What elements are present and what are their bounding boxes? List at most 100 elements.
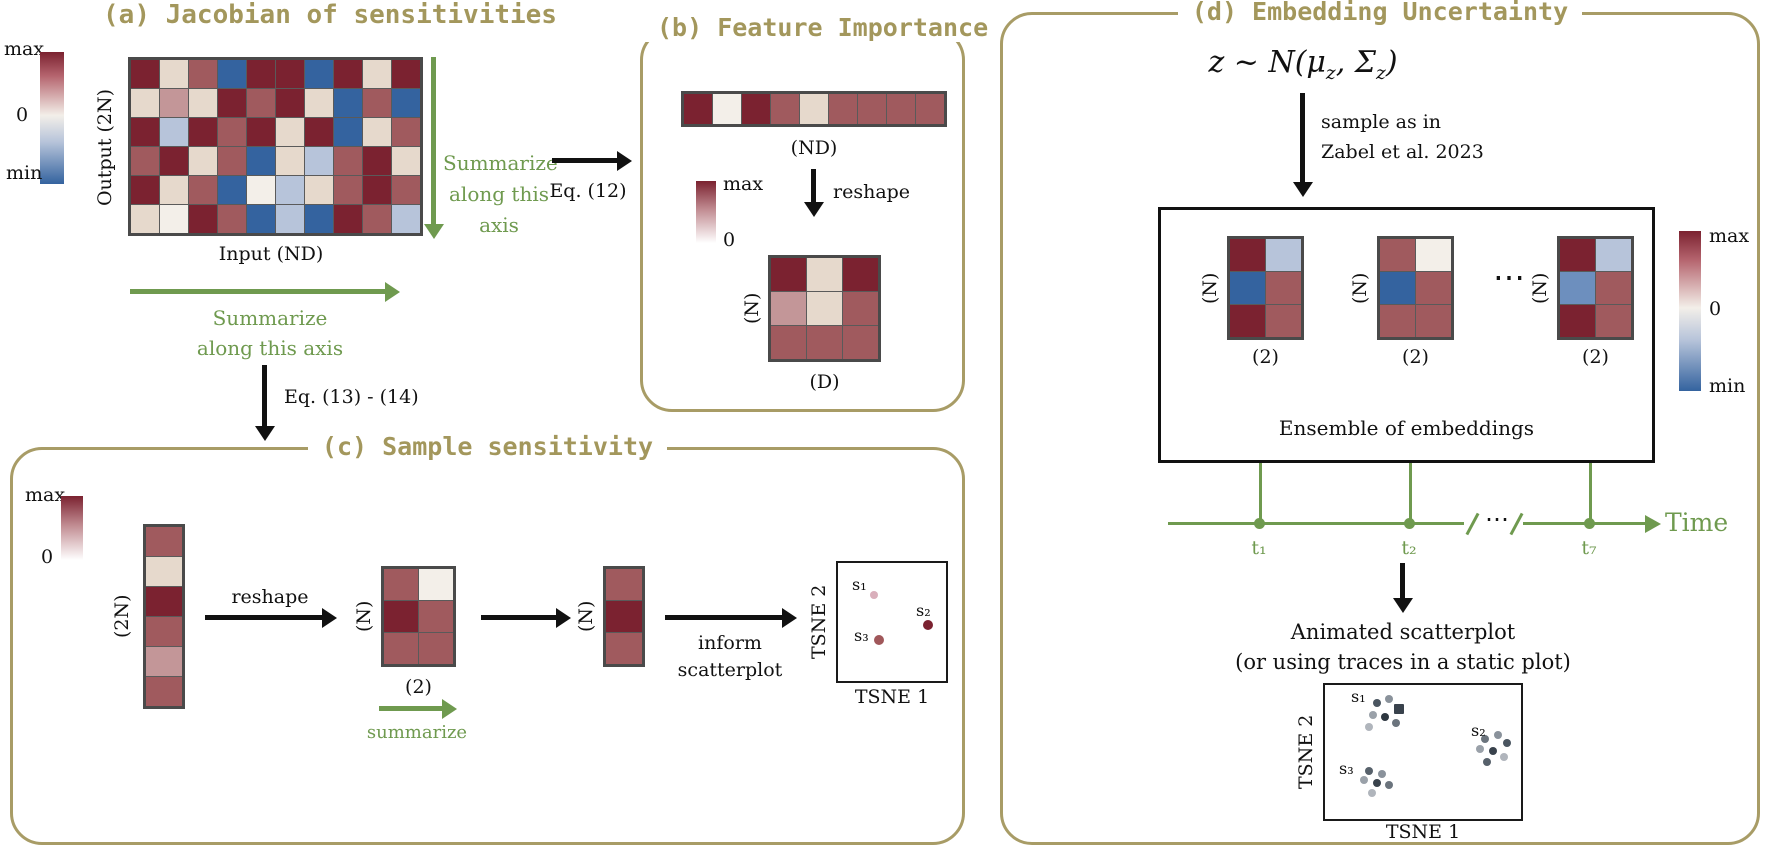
heatmap-cell: [131, 89, 159, 117]
heatmap-cell: [392, 89, 420, 117]
heatmap-cell: [1596, 239, 1631, 271]
timeline-ellipsis: ⋯: [1485, 505, 1509, 533]
heatmap-cell: [363, 89, 391, 117]
formula-part: ): [1385, 45, 1398, 80]
heatmap-cell: [334, 89, 362, 117]
heatmap-cell: [247, 147, 275, 175]
heatmap-cell: [1380, 272, 1415, 304]
two-axis-label: (2): [1582, 346, 1609, 368]
colorbar-a-gradient: [40, 52, 64, 184]
scatter-cluster-label: s₁: [1351, 687, 1366, 706]
heatmap-cell: [363, 118, 391, 146]
heatmap-cell: [131, 60, 159, 88]
heatmap-cell: [160, 176, 188, 204]
colorbar-c-max-label: max: [25, 484, 66, 506]
scatter-cluster-label: s₂: [1471, 721, 1486, 740]
heatmap-cell: [916, 94, 944, 124]
heatmap-cell: [392, 176, 420, 204]
tsne1-axis-label: TSNE 1: [854, 686, 930, 708]
heatmap-cell: [713, 94, 741, 124]
heatmap-cell: [606, 601, 642, 632]
scatter-point: [1476, 745, 1484, 753]
eq12-label: Eq. (12): [549, 180, 627, 202]
eq13-14-arrow-icon: [262, 365, 267, 427]
heatmap-cell: [419, 569, 453, 600]
reshape-label: reshape: [231, 586, 309, 608]
heatmap-cell: [146, 557, 182, 586]
2n-axis-label: (2N): [111, 594, 133, 639]
colorbar-d-min-label: min: [1709, 375, 1746, 397]
heatmap-cell: [189, 118, 217, 146]
heatmap-cell: [189, 89, 217, 117]
heatmap-cell: [131, 176, 159, 204]
embedding-grid-2: [1377, 236, 1454, 340]
heatmap-cell: [1230, 239, 1265, 271]
heatmap-cell: [305, 118, 333, 146]
heatmap-cell: [334, 60, 362, 88]
n-axis-label: (N): [1349, 272, 1371, 304]
n-axis-label: (N): [741, 292, 763, 325]
timeline-tick-dot: [1404, 518, 1415, 529]
timeline-arrowhead-icon: [1645, 515, 1661, 533]
output-axis-label: Output (2N): [94, 88, 116, 206]
timeline-axis: [1168, 522, 1464, 525]
scatter-point: [1500, 753, 1508, 761]
heatmap-cell: [829, 94, 857, 124]
heatmap-cell: [146, 617, 182, 646]
scatter-cluster-label: s₃: [1339, 759, 1354, 778]
scatter-point: [1381, 713, 1389, 721]
scatter-cluster-label: s₃: [854, 626, 869, 645]
heatmap-cell: [807, 326, 842, 359]
scatter-point: [1489, 747, 1497, 755]
heatmap-cell: [606, 569, 642, 600]
heatmap-cell: [247, 205, 275, 233]
colorbar-d-max-label: max: [1709, 225, 1750, 247]
heatmap-cell: [807, 292, 842, 325]
scatter-point: [1394, 704, 1404, 714]
heatmap-cell: [887, 94, 915, 124]
heatmap-cell: [1416, 305, 1451, 337]
panel-c: (c) Sample sensitivity max 0 (2N) reshap…: [10, 432, 965, 845]
heatmap-cell: [218, 89, 246, 117]
heatmap-cell: [334, 118, 362, 146]
timeline-connector: [1409, 463, 1412, 523]
heatmap-cell: [276, 205, 304, 233]
summarize-right-arrow-icon: [130, 289, 386, 294]
colorbar-a-zero-label: 0: [16, 104, 29, 126]
heatmap-cell: [276, 118, 304, 146]
heatmap-cell: [843, 292, 878, 325]
heatmap-cell: [1230, 305, 1265, 337]
nd-axis-label: (ND): [790, 137, 838, 159]
flow-arrow-icon: [481, 615, 557, 620]
heatmap-cell: [276, 60, 304, 88]
feature-importance-grid: [768, 255, 881, 362]
summarize-axis-note-bottom: Summarize along this axis: [150, 303, 390, 363]
timeline-tick-dot: [1584, 518, 1595, 529]
heatmap-cell: [363, 205, 391, 233]
heatmap-cell: [807, 258, 842, 291]
n-axis-label: (N): [353, 600, 375, 633]
heatmap-cell: [1596, 305, 1631, 337]
heatmap-cell: [771, 326, 806, 359]
heatmap-cell: [160, 147, 188, 175]
heatmap-cell: [1266, 239, 1301, 271]
colorbar-a-min-label: min: [6, 162, 43, 184]
heatmap-cell: [1380, 239, 1415, 271]
tick-label-t2: t₂: [1401, 537, 1417, 559]
heatmap-cell: [276, 147, 304, 175]
scatter-point: [1378, 770, 1386, 778]
note-line: Summarize: [212, 306, 328, 330]
heatmap-cell: [247, 89, 275, 117]
tsne2-axis-label: TSNE 2: [1295, 714, 1317, 790]
heatmap-cell: [800, 94, 828, 124]
inform-label-line1: inform: [698, 632, 762, 654]
scatter-point: [1368, 789, 1376, 797]
heatmap-cell: [276, 176, 304, 204]
heatmap-cell: [363, 147, 391, 175]
heatmap-cell: [606, 633, 642, 664]
formula-sub: z: [1376, 63, 1386, 84]
panel-b: (b) Feature Importance (ND) max 0 reshap…: [640, 13, 1003, 412]
formula-sub: z: [1325, 63, 1336, 84]
two-axis-label: (2): [1402, 346, 1429, 368]
